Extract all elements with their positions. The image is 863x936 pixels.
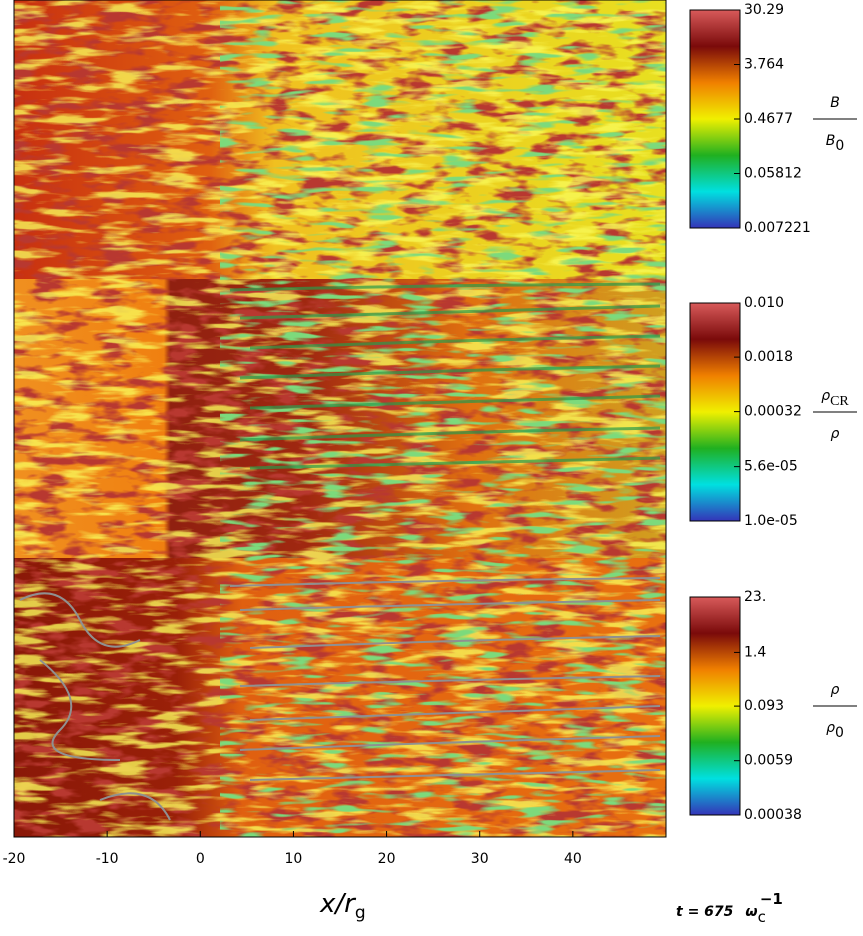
x-tick-label: 20 (378, 851, 396, 867)
colorbar-tick-label: 0.05812 (744, 165, 802, 181)
colorbar-tick-label: 1.4 (744, 644, 766, 660)
num-base: B (830, 95, 840, 111)
colorbar-label-num: B (830, 95, 840, 111)
colorbar-label-den: ρ0 (826, 720, 844, 741)
colorbar-tick-label: 0.0059 (744, 753, 793, 769)
colorbar (689, 596, 741, 816)
colorbar-label-den: B0 (826, 133, 845, 154)
den-base: ρ (826, 720, 835, 736)
x-tick-label: 10 (285, 851, 303, 867)
num-base: ρ (821, 388, 830, 404)
colorbar (689, 9, 741, 229)
x-tick-label: 40 (564, 851, 582, 867)
x-tick-label: -20 (3, 851, 26, 867)
x-tick-label: -10 (96, 851, 119, 867)
den-sub: 0 (835, 725, 844, 741)
time-symbol: ω (745, 904, 757, 920)
num-base: ρ (831, 682, 840, 698)
texture (220, 0, 666, 837)
colorbar-label-num: ρCR (821, 388, 849, 409)
colorbar-tick-label: 0.010 (744, 295, 784, 311)
colorbar-tick-label: 0.00032 (744, 404, 802, 420)
x-tick-label: 30 (471, 851, 489, 867)
den-base: ρ (831, 426, 840, 442)
colorbar-tick-label: 0.093 (744, 698, 784, 714)
colorbar (689, 302, 741, 522)
den-sub: 0 (835, 138, 844, 154)
den-base: B (826, 133, 836, 149)
time-label: t = 675 ωc−1 (676, 890, 783, 926)
filaments (229, 282, 661, 470)
field-panels (14, 0, 666, 837)
colorbar-label-num: ρ (831, 682, 840, 698)
x-tick-label: 0 (196, 851, 205, 867)
colorbar-tick-label: 0.007221 (744, 220, 811, 236)
colorbar-tick-label: 3.764 (744, 56, 784, 72)
colorbar-tick-label: 0.00038 (744, 807, 802, 823)
num-sub: CR (830, 394, 849, 409)
colorbar-tick-label: 1.0e-05 (744, 513, 798, 529)
colorbar-tick-label: 0.0018 (744, 349, 793, 365)
time-sup: −1 (760, 890, 783, 908)
x-axis-label: x/rg (319, 889, 366, 923)
colorbar-tick-label: 0.4677 (744, 111, 793, 127)
x-label-text: x/r (319, 889, 357, 919)
time-text: t = 675 (676, 904, 734, 920)
axes-frame (13, 0, 667, 838)
colorbar-tick-label: 30.29 (744, 2, 784, 18)
time-sub: c (758, 908, 766, 926)
colorbar-label-den: ρ (831, 426, 840, 442)
colorbar-tick-label: 5.6e-05 (744, 459, 798, 475)
contours (19, 577, 661, 821)
colorbar-tick-label: 23. (744, 589, 766, 605)
x-label-sub: g (355, 903, 366, 923)
